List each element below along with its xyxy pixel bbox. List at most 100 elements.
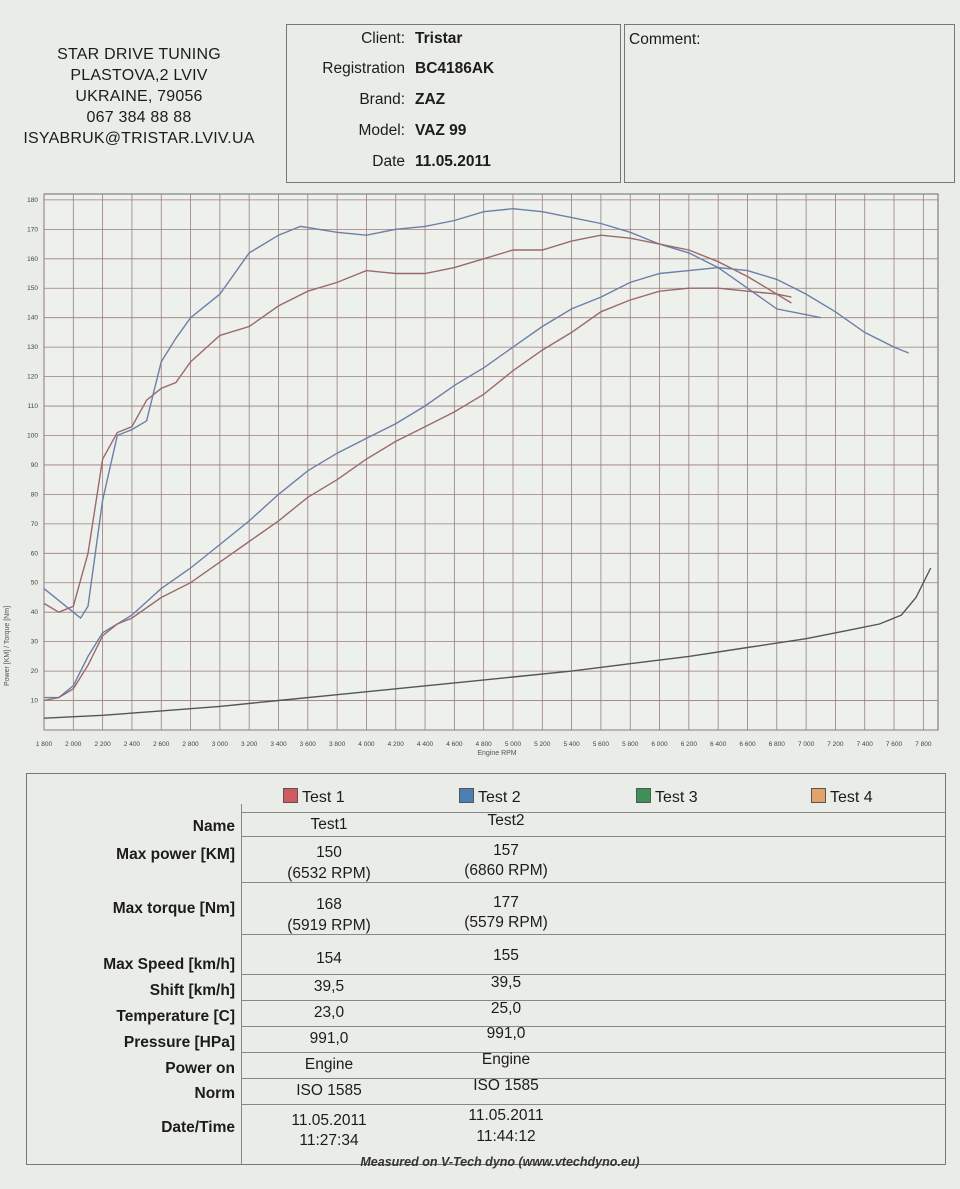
dyno-chart: 1 800 2 000 2 200 2 400 2 600 2 800 3 000 3 200… xyxy=(4,193,939,757)
shop-phone: 067 384 88 88 xyxy=(86,109,192,126)
test1-max-torque-rpm: (5919 RPM) xyxy=(287,917,371,934)
test2-max-torque: 177 xyxy=(493,894,519,911)
y-tick-label: 90 xyxy=(31,462,39,469)
test2-norm: ISO 1585 xyxy=(473,1077,539,1094)
label-name: Name xyxy=(192,818,235,835)
label-max-speed: Max Speed [km/h] xyxy=(103,956,235,973)
test2-pressure: 991,0 xyxy=(486,1025,526,1042)
chart-series xyxy=(43,207,932,719)
registration-value: BC4186AK xyxy=(415,60,495,77)
x-tick-label: 7 800 xyxy=(915,741,932,748)
y-tick-label: 80 xyxy=(31,491,39,498)
x-tick-label: 2 200 xyxy=(94,741,111,748)
test1-time: 11:27:34 xyxy=(299,1132,359,1149)
test1-max-power: 150 xyxy=(316,844,342,861)
divider xyxy=(241,934,945,935)
y-tick-labels: 10 20 30 40 50 60 70 80 90 100 110 120 130 140 150 160 1… xyxy=(27,197,38,705)
x-tick-label: 5 200 xyxy=(534,741,551,748)
brand-value: ZAZ xyxy=(415,91,446,108)
x-tick-label: 6 600 xyxy=(739,741,756,748)
x-tick-label: 4 600 xyxy=(446,741,463,748)
label-max-torque: Max torque [Nm] xyxy=(112,900,235,917)
test2-name: Test2 xyxy=(487,812,525,829)
test2-max-power-rpm: (6860 RPM) xyxy=(464,862,548,879)
shop-address: STAR DRIVE TUNING PLASTOVA,2 LVIV UKRAIN… xyxy=(8,44,270,149)
divider xyxy=(241,1000,945,1001)
series-line-5 xyxy=(43,567,932,719)
date-row: Date 11.05.2011 xyxy=(287,153,620,181)
test1-pressure: 991,0 xyxy=(309,1030,349,1047)
series-line-3 xyxy=(44,266,909,699)
y-tick-label: 140 xyxy=(27,315,38,322)
x-tick-label: 5 600 xyxy=(593,741,610,748)
test1-max-power-rpm: (6532 RPM) xyxy=(287,865,371,882)
model-label: Model: xyxy=(358,122,405,139)
divider xyxy=(241,1026,945,1027)
y-tick-label: 30 xyxy=(31,639,39,646)
label-shift: Shift [km/h] xyxy=(149,982,235,999)
test1-name: Test1 xyxy=(310,816,348,833)
series-line-2 xyxy=(43,234,792,613)
test-4-swatch xyxy=(811,788,826,803)
x-tick-label: 4 800 xyxy=(476,741,493,748)
x-tick-label: 3 800 xyxy=(329,741,346,748)
brand-label: Brand: xyxy=(359,91,405,108)
plot-area xyxy=(43,193,939,731)
test1-max-speed: 154 xyxy=(316,950,342,967)
comment-label: Comment: xyxy=(629,31,701,48)
test1-max-torque: 168 xyxy=(316,896,342,913)
brand-row: Brand: ZAZ xyxy=(287,91,620,119)
y-tick-label: 40 xyxy=(31,609,39,616)
divider xyxy=(241,974,945,975)
test-2-swatch xyxy=(459,788,474,803)
x-tick-label: 7 400 xyxy=(857,741,874,748)
x-tick-label: 4 400 xyxy=(417,741,434,748)
test-1-swatch xyxy=(283,788,298,803)
y-tick-label: 20 xyxy=(31,668,39,675)
legend-test-2: Test 2 xyxy=(459,788,521,807)
label-max-power: Max power [KM] xyxy=(116,846,235,863)
x-tick-label: 2 400 xyxy=(124,741,141,748)
test2-max-power: 157 xyxy=(493,842,519,859)
test-3-swatch xyxy=(636,788,651,803)
x-tick-label: 5 000 xyxy=(505,741,522,748)
x-tick-label: 4 000 xyxy=(358,741,375,748)
x-tick-label: 7 600 xyxy=(886,741,903,748)
shop-street: PLASTOVA,2 LVIV xyxy=(70,67,208,84)
test1-norm: ISO 1585 xyxy=(296,1082,362,1099)
x-tick-label: 2 600 xyxy=(153,741,170,748)
footer-note: Measured on V-Tech dyno (www.vtechdyno.e… xyxy=(360,1155,640,1169)
x-tick-label: 3 200 xyxy=(241,741,258,748)
legend-test-1: Test 1 xyxy=(283,788,345,807)
y-tick-label: 160 xyxy=(27,256,38,263)
y-axis-label: Power [KM] / Torque [Nm] xyxy=(4,606,11,686)
date-label: Date xyxy=(372,153,405,170)
x-tick-label: 3 000 xyxy=(212,741,229,748)
chart-grid xyxy=(43,193,939,731)
test2-power-on: Engine xyxy=(481,1051,531,1068)
label-pressure: Pressure [HPa] xyxy=(123,1034,235,1051)
test1-shift: 39,5 xyxy=(313,978,345,995)
label-power-on: Power on xyxy=(165,1060,235,1077)
x-tick-labels: 1 800 2 000 2 200 2 400 2 600 2 800 3 000 3 200… xyxy=(36,741,932,748)
label-datetime: Date/Time xyxy=(161,1119,235,1136)
client-value: Tristar xyxy=(415,30,463,47)
test2-shift: 39,5 xyxy=(490,974,522,991)
y-tick-label: 10 xyxy=(31,698,39,705)
y-tick-label: 170 xyxy=(27,226,38,233)
x-tick-label: 2 000 xyxy=(65,741,82,748)
y-tick-label: 50 xyxy=(31,580,39,587)
label-temperature: Temperature [C] xyxy=(116,1008,235,1025)
x-tick-label: 5 400 xyxy=(563,741,580,748)
divider xyxy=(241,882,945,883)
vehicle-info-box: Client: Tristar Registration BC4186AK Br… xyxy=(286,24,621,183)
date-value: 11.05.2011 xyxy=(415,153,491,170)
x-tick-label: 1 800 xyxy=(36,741,53,748)
series-line-1 xyxy=(43,207,821,620)
x-tick-label: 3 400 xyxy=(270,741,287,748)
x-tick-label: 6 000 xyxy=(651,741,668,748)
comment-box: Comment: xyxy=(624,24,955,183)
y-tick-label: 150 xyxy=(27,285,38,292)
client-label: Client: xyxy=(361,30,405,47)
y-tick-label: 60 xyxy=(31,550,39,557)
